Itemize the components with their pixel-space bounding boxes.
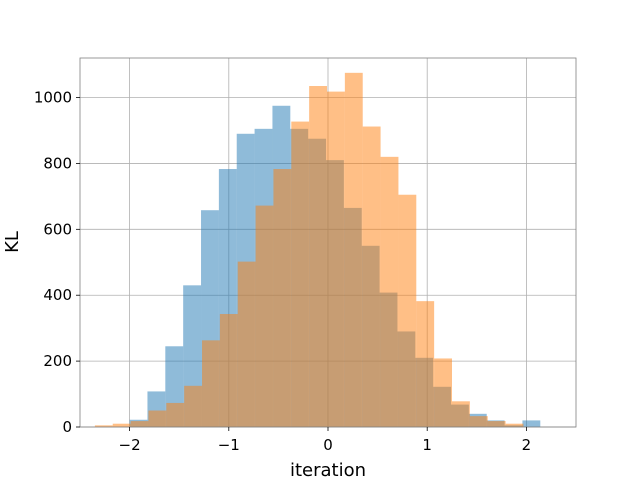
histogram-bar-series-2: [487, 421, 506, 427]
histogram-bar-series-2: [273, 169, 292, 427]
y-tick-label: 600: [43, 220, 72, 238]
histogram-bar-series-2: [202, 340, 220, 427]
histogram-bar-series-2: [148, 410, 167, 427]
histogram-bar-series-2: [237, 261, 256, 427]
x-tick-label: −2: [119, 436, 141, 454]
y-tick-label: 800: [43, 154, 72, 172]
histogram-bar-series-2: [219, 313, 238, 427]
axis-ticks: −2 −1 0 1 2 0 200 400 600 800 1000: [34, 89, 531, 454]
histogram-bar-series-2: [166, 402, 185, 427]
histogram-bar-series-1: [522, 420, 541, 427]
y-tick-label: 1000: [34, 89, 72, 107]
histogram-bar-series-2: [94, 425, 113, 427]
histogram-bar-series-2: [398, 194, 417, 427]
y-axis-label: KL: [2, 231, 23, 253]
histogram-bars: [94, 72, 541, 428]
histogram-bar-series-2: [291, 121, 310, 427]
x-axis-label: iteration: [290, 460, 366, 480]
histogram-bar-series-2: [452, 401, 470, 427]
x-tick-label: −1: [218, 436, 240, 454]
histogram-bar-series-2: [184, 385, 203, 427]
histogram-bar-series-2: [362, 126, 381, 428]
histogram-bar-series-2: [416, 301, 435, 427]
x-tick-label: 0: [323, 436, 333, 454]
histogram-bar-series-2: [344, 72, 363, 427]
histogram-bar-series-2: [505, 423, 524, 427]
histogram-bar-series-2: [469, 416, 488, 427]
histogram-bar-series-2: [327, 91, 345, 428]
histogram-bar-series-2: [112, 423, 131, 427]
histogram-bar-series-2: [380, 156, 399, 427]
histogram-bar-series-2: [434, 358, 452, 427]
y-tick-label: 0: [62, 418, 72, 436]
histogram-bar-series-2: [255, 205, 274, 427]
y-tick-label: 400: [43, 286, 72, 304]
histogram-bar-series-2: [309, 86, 328, 428]
y-tick-label: 200: [43, 352, 72, 370]
x-tick-label: 2: [522, 436, 532, 454]
x-tick-label: 1: [422, 436, 432, 454]
histogram-bar-series-2: [130, 421, 149, 427]
